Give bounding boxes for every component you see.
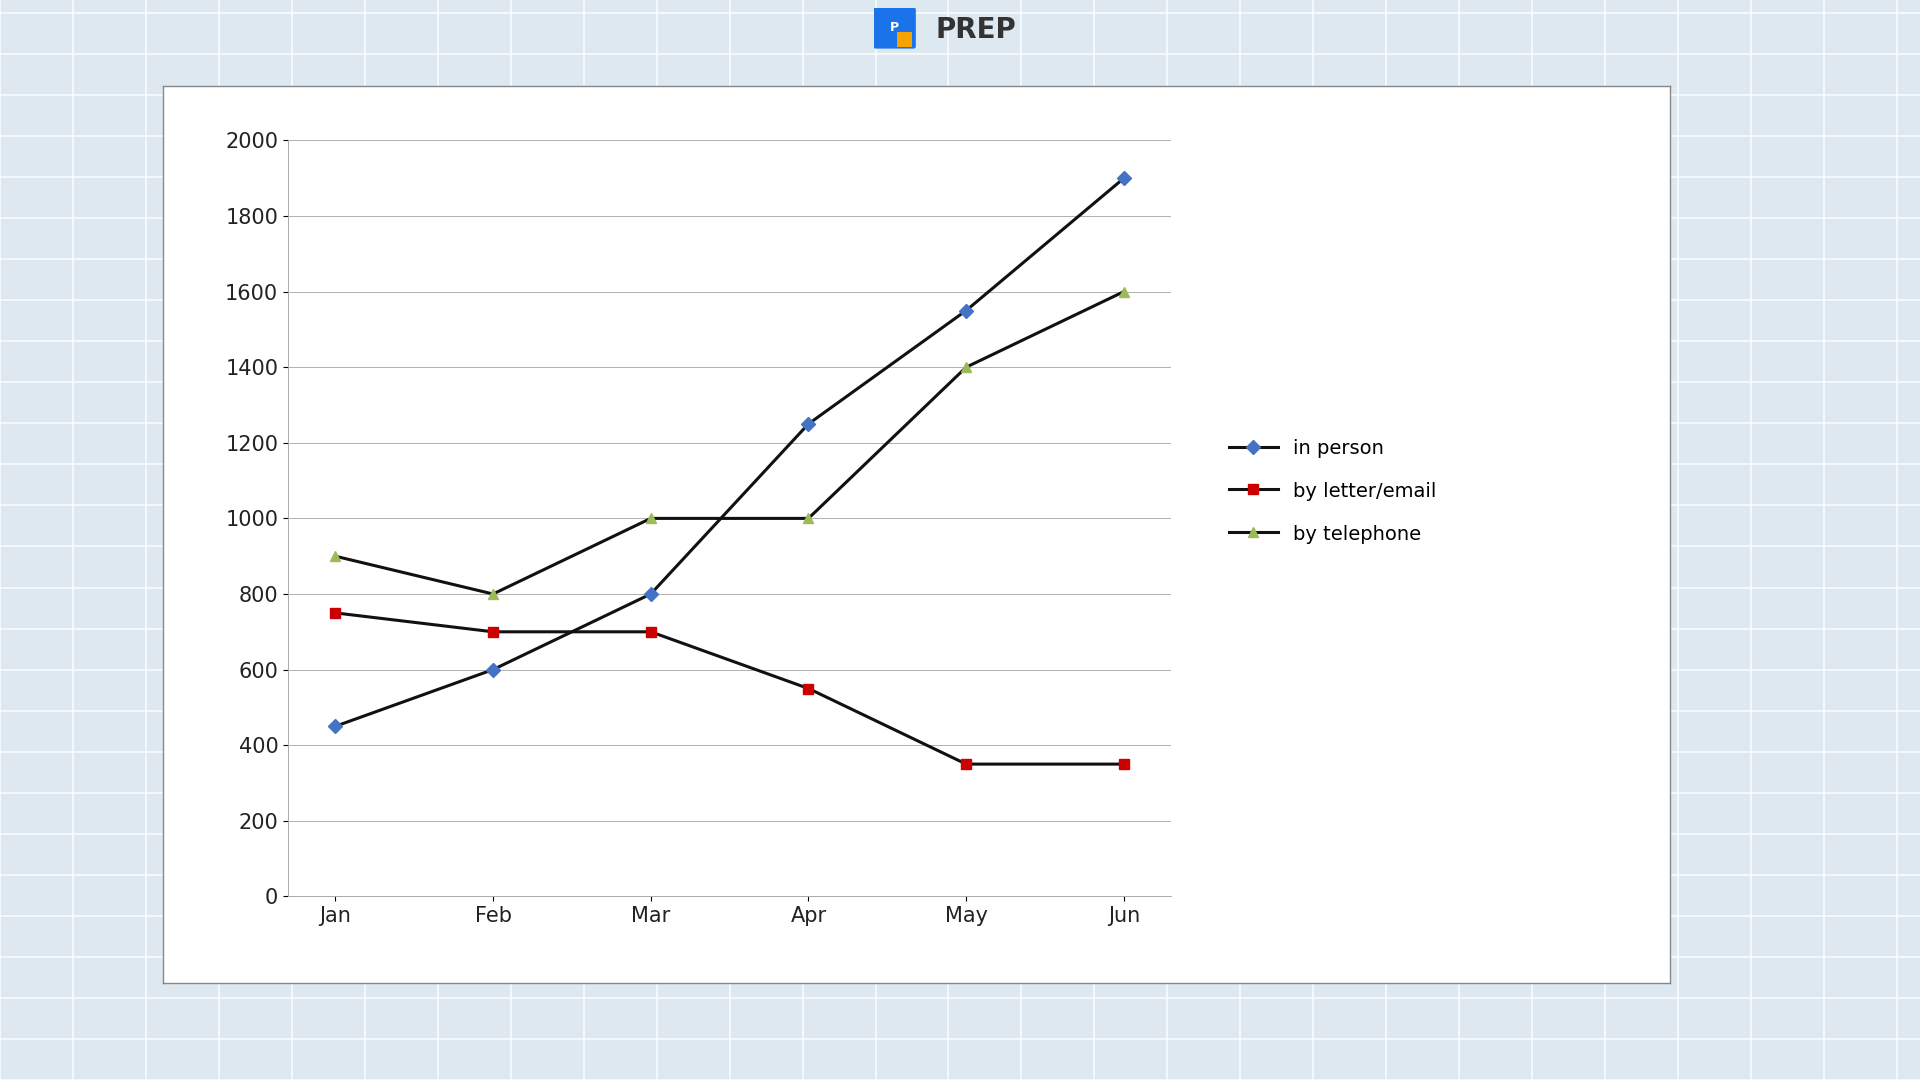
- Text: P: P: [891, 21, 899, 33]
- Text: PREP: PREP: [935, 16, 1016, 44]
- Legend: in person, by letter/email, by telephone: in person, by letter/email, by telephone: [1219, 430, 1446, 553]
- FancyBboxPatch shape: [897, 32, 912, 46]
- FancyBboxPatch shape: [874, 8, 916, 49]
